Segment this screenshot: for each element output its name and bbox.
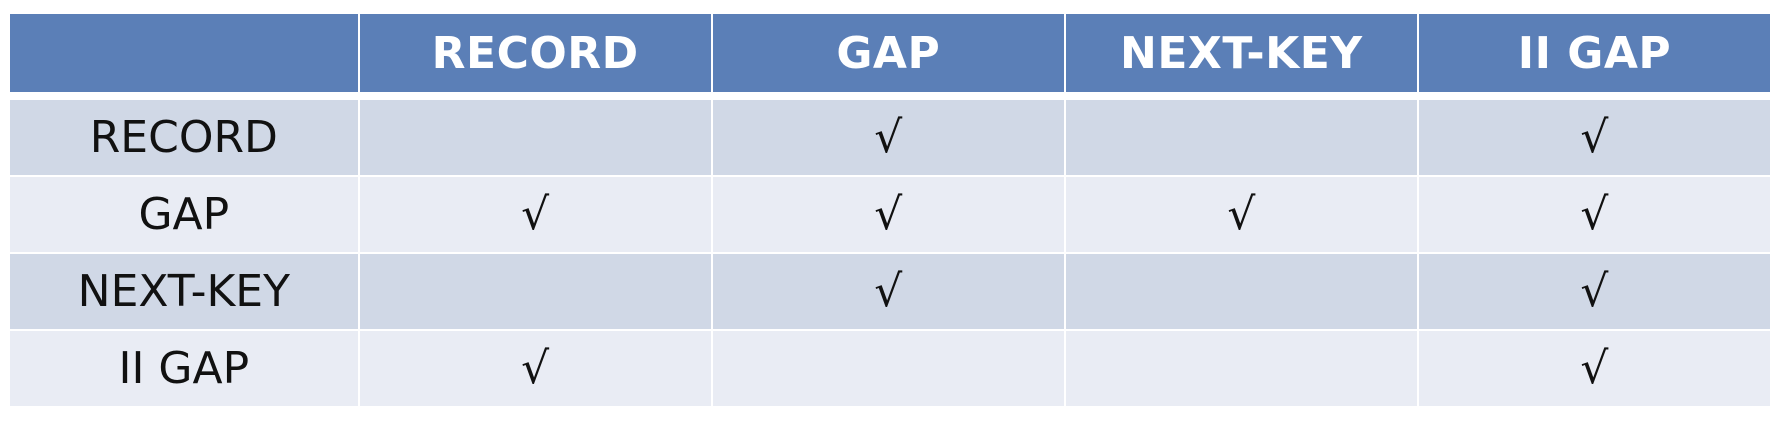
table-cell	[1063, 329, 1419, 408]
table-cell	[357, 252, 713, 331]
table-cell	[710, 329, 1066, 408]
table-row: RECORD √ √	[8, 98, 1773, 177]
spacer-cell	[9, 93, 1771, 99]
table-cell: √	[357, 175, 713, 254]
row-header-next-key: NEXT-KEY	[8, 252, 360, 331]
row-header-record: RECORD	[8, 98, 360, 177]
table-row: II GAP √ √	[8, 329, 1773, 408]
table-cell: √	[1416, 175, 1773, 254]
column-header-next-key: NEXT-KEY	[1063, 12, 1419, 94]
table-row: GAP √ √ √ √	[8, 175, 1773, 254]
header-corner-cell	[8, 12, 360, 94]
table-cell: √	[710, 175, 1066, 254]
lock-compatibility-table: RECORD GAP NEXT-KEY II GAP RECORD √ √ GA…	[8, 12, 1773, 408]
row-header-ii-gap: II GAP	[8, 329, 360, 408]
row-header-gap: GAP	[8, 175, 360, 254]
column-header-gap: GAP	[710, 12, 1066, 94]
column-header-ii-gap: II GAP	[1416, 12, 1773, 94]
table-cell	[1063, 252, 1419, 331]
column-header-record: RECORD	[357, 12, 713, 94]
table-cell: √	[1416, 98, 1773, 177]
table-cell: √	[710, 98, 1066, 177]
table-cell	[357, 98, 713, 177]
table-cell	[1063, 98, 1419, 177]
header-row: RECORD GAP NEXT-KEY II GAP	[8, 12, 1773, 94]
table-cell: √	[1416, 252, 1773, 331]
table-cell: √	[1416, 329, 1773, 408]
header-spacer	[9, 93, 1771, 99]
table-cell: √	[710, 252, 1066, 331]
table-row: NEXT-KEY √ √	[8, 252, 1773, 331]
table-cell: √	[1063, 175, 1419, 254]
table-cell: √	[357, 329, 713, 408]
